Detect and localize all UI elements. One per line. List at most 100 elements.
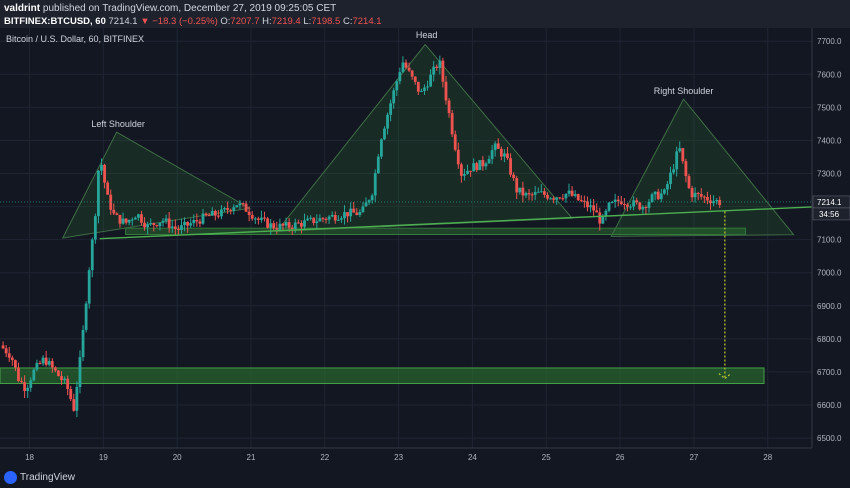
candle-body (392, 90, 396, 104)
y-tick-label: 6900.0 (817, 302, 842, 311)
chart-header: valdrint published on TradingView.com, D… (0, 0, 850, 28)
candle-body (195, 219, 199, 222)
candle-body (78, 357, 82, 388)
candle-body (253, 218, 257, 220)
candle-body (176, 228, 180, 230)
candle-body (352, 208, 356, 213)
candle-body (358, 211, 362, 215)
candle-body (503, 153, 506, 157)
candle-body (481, 160, 485, 167)
candle-body (619, 201, 623, 205)
candle-body (81, 329, 85, 358)
candle-body (186, 221, 190, 226)
candle-body (490, 150, 494, 160)
candle-body (579, 200, 583, 202)
candle-body (121, 218, 125, 224)
candle-body (41, 357, 45, 364)
candle-body (404, 62, 408, 68)
candle-body (324, 218, 328, 220)
candle-body (647, 201, 651, 208)
candle-body (266, 218, 269, 228)
candle-body (681, 148, 685, 162)
publisher-name[interactable]: valdrint (4, 3, 41, 14)
y-tick-label: 6600.0 (817, 401, 842, 410)
candle-body (140, 214, 143, 223)
candle-body (53, 367, 57, 371)
candle-body (607, 202, 611, 211)
candle-body (66, 378, 70, 390)
candle-body (536, 191, 540, 193)
projection-arrow-icon (718, 373, 732, 380)
candle-body (201, 213, 205, 224)
candle-body (75, 387, 79, 411)
candle-body (327, 216, 331, 220)
candle-body (543, 191, 546, 195)
x-tick-label: 26 (616, 453, 625, 462)
candle-body (112, 209, 116, 214)
candle-body (376, 156, 380, 174)
candle-body (44, 357, 48, 365)
price-chart[interactable]: Left Shoulder Head Right Shoulder 6500.0 66… (0, 28, 850, 468)
candle-body (346, 212, 349, 217)
candle-body (223, 208, 226, 210)
candle-body (389, 103, 393, 115)
candle-body (515, 178, 519, 193)
y-tick-label: 7600.0 (817, 70, 842, 79)
candle-body (383, 128, 386, 140)
price-change: ▼ −18.3 (−0.25%) (140, 16, 218, 27)
candle-body (530, 194, 534, 196)
y-tick-label: 7100.0 (817, 236, 842, 245)
candle-body (103, 164, 106, 183)
y-tick-label: 6800.0 (817, 335, 842, 344)
brand-name[interactable]: TradingView (20, 472, 76, 483)
candle-body (546, 194, 549, 199)
candle-body (472, 163, 476, 172)
candle-body (416, 81, 420, 92)
candle-body (586, 201, 589, 208)
chart-title: Bitcoin / U.S. Dollar, 60, BITFINEX (6, 34, 144, 44)
candle-body (644, 206, 648, 208)
candle-body (315, 221, 319, 224)
candle-body (133, 217, 137, 220)
pattern-triangle (275, 43, 574, 232)
candle-body (629, 206, 632, 208)
candle-body (17, 367, 20, 382)
candle-body (57, 370, 60, 377)
candle-body (161, 220, 165, 223)
candle-body (149, 223, 153, 225)
candle-body (512, 174, 516, 179)
price-axis (812, 28, 850, 468)
candle-body (706, 196, 709, 201)
candle-body (463, 174, 466, 176)
candle-body (35, 363, 39, 370)
candle-body (275, 228, 279, 230)
candle-body (170, 226, 174, 228)
candle-body (527, 193, 531, 195)
candle-body (699, 193, 703, 197)
candle-body (582, 200, 586, 202)
candle-body (573, 194, 577, 196)
candle-body (238, 203, 242, 206)
candle-body (709, 200, 712, 204)
candle-body (558, 197, 562, 199)
candle-body (702, 196, 706, 198)
candle-body (715, 199, 719, 202)
symbol-label[interactable]: BITFINEX:BTCUSD, 60 (4, 16, 106, 27)
candle-body (379, 139, 383, 157)
candle-body (287, 222, 291, 228)
candle-body (244, 203, 248, 212)
price-tag-text: 7214.1 (817, 198, 842, 207)
tradingview-logo-icon[interactable] (4, 471, 17, 484)
candle-body (127, 219, 131, 223)
candle-body (97, 170, 100, 217)
candle-body (336, 219, 340, 221)
open-label: O: (220, 16, 231, 27)
pattern-label: Left Shoulder (91, 119, 145, 129)
candle-body (13, 360, 17, 368)
candle-body (303, 220, 306, 227)
candle-body (398, 72, 402, 82)
candle-body (118, 214, 122, 224)
candle-body (561, 198, 565, 200)
candle-body (407, 67, 411, 71)
candle-body (478, 160, 482, 171)
